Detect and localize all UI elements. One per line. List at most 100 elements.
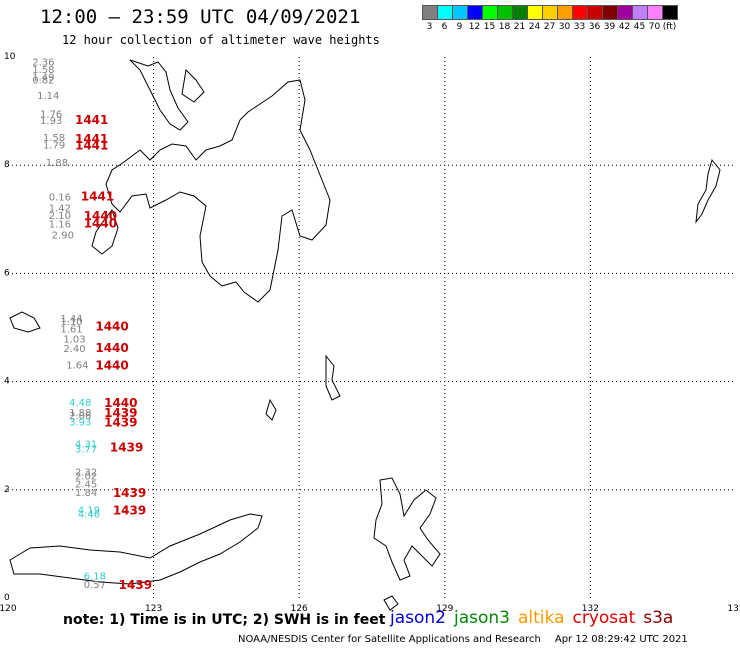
x-tick-label: 132 [582,604,599,614]
pass-time: 1439 [113,503,146,517]
x-tick-label: 123 [145,604,162,614]
legend-label: 18 [498,22,511,32]
satellite-legend: jason2 jason3 altika cryosat s3a [390,608,681,628]
wave-height-value: 2.10 [49,211,71,222]
legend-label: 27 [543,22,556,32]
legend-label: 30 [558,22,571,32]
x-tick-label: 126 [291,604,308,614]
coastline-morotai [383,595,399,611]
pass-time: 1441 [75,113,108,127]
pass-time: 1439 [113,486,146,500]
satellite-s3a: s3a [643,608,674,628]
wave-height-value: 4.19 [78,505,100,516]
wave-height-value: 1.84 [75,488,97,499]
satellite-cryosat: cryosat [572,608,636,628]
wave-height-value: 0.57 [84,580,106,591]
credit-agency: NOAA/NESDIS Center for Satellite Applica… [238,634,541,645]
x-tick-label: 135 [727,604,740,614]
wave-height-value: 2.36 [32,57,54,68]
wave-height-value: 4.31 [75,439,97,450]
legend-label: 21 [513,22,526,32]
pass-time-labels: 1441144114411441144014401440144014401440… [75,113,152,592]
pass-time: 1440 [84,217,117,231]
wave-height-observations: 2.361.581.490.821.141.761.931.581.791.88… [32,57,106,591]
wave-height-value: 1.03 [63,334,85,345]
pass-time: 1440 [95,358,128,372]
coastline-bohol [181,68,205,103]
wave-height-value: 6.18 [84,571,106,582]
coastline-north-islands [129,59,189,131]
wave-height-value: 2.06 [69,411,91,422]
legend-label: 42 [618,22,631,32]
wave-height-value: 2.90 [52,230,74,241]
legend-label: (ft) [662,22,677,32]
wave-height-value: 1.88 [69,408,91,419]
pass-time: 1441 [75,132,108,146]
coastline-palau [695,158,721,224]
legend-label: 33 [573,22,586,32]
legend-swatch [662,5,678,20]
coastline [9,59,721,611]
wave-height-value: 1.88 [46,158,68,169]
wave-height-value: 1.16 [49,220,71,231]
lat-lon-grid [8,57,736,598]
coastline-talaud [325,354,341,401]
wave-height-value: 2.40 [63,344,85,355]
wave-height-value: 1.44 [60,314,82,325]
pass-time: 1440 [95,319,128,333]
legend-label: 39 [603,22,616,32]
footnote: note: 1) Time is in UTC; 2) SWH is in fe… [63,612,386,628]
wave-height-value: 0.82 [32,76,54,87]
wave-height-value: 0.16 [49,193,71,204]
legend-label: 6 [441,22,448,32]
y-tick-label: 0 [4,593,10,603]
wave-height-value: 4.48 [69,398,91,409]
legend-label: 12 [468,22,481,32]
wave-height-value: 1.64 [66,360,88,371]
pass-time: 1440 [95,341,128,355]
wave-height-value: 2.32 [75,467,97,478]
legend-label: 15 [483,22,496,32]
legend-label: 36 [588,22,601,32]
wave-height-value: 3.93 [69,418,91,429]
y-tick-label: 10 [4,52,16,62]
y-tick-label: 4 [4,377,10,387]
wave-height-value: 1.58 [43,133,65,144]
y-tick-label: 8 [4,160,10,170]
axis-ticks: 120 123 126 129 132 135 10 8 6 4 2 0 [0,52,740,614]
wave-height-value: 4.46 [78,510,100,521]
coastline-mindanao [105,79,331,303]
wave-height-value: 1.93 [40,116,62,127]
pass-time: 1440 [104,396,137,410]
satellite-jason2: jason2 [390,608,446,628]
coastline-sulu [9,311,41,333]
pass-time: 1439 [119,578,152,592]
wave-height-value: 2.45 [75,479,97,490]
wave-height-value: 1.42 [49,203,71,214]
pass-time: 1441 [81,190,114,204]
coastline-zamboanga [91,208,119,255]
wave-height-value: 1.49 [32,72,54,83]
y-tick-label: 6 [4,268,10,278]
swh-legend-labels: 3 6 9 12 15 18 21 24 27 30 33 36 39 42 45 70 (ft) [422,22,677,32]
wave-height-value: 1.14 [37,91,59,102]
satellite-altika: altika [518,608,565,628]
legend-label: 70 [648,22,661,32]
page-subtitle: 12 hour collection of altimeter wave hei… [62,33,380,47]
wave-height-value: 1.79 [43,141,65,152]
credit-line: NOAA/NESDIS Center for Satellite Applica… [238,634,688,645]
x-tick-label: 120 [0,604,17,614]
legend-label: 3 [426,22,433,32]
x-tick-label: 129 [436,604,453,614]
swh-color-legend [422,5,678,20]
legend-label: 45 [633,22,646,32]
wave-height-value: 1.58 [32,65,54,76]
pass-time: 1440 [84,209,117,223]
page-title: 12:00 – 23:59 UTC 04/09/2021 [40,6,361,28]
coastline-sulawesi [9,513,263,585]
satellite-jason3: jason3 [454,608,510,628]
pass-time: 1439 [104,406,137,420]
coastline-halmahera [373,477,441,581]
wave-height-value: 3.77 [75,445,97,456]
